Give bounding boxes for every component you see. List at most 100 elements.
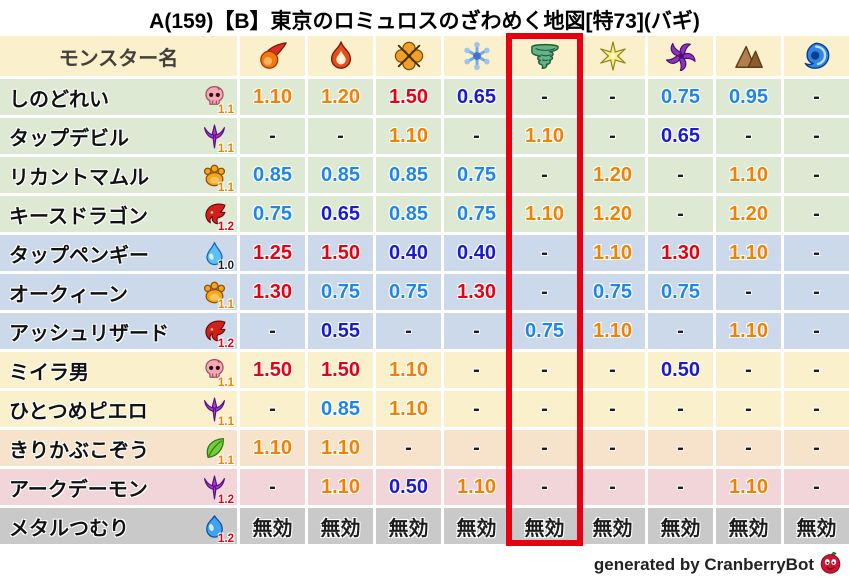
monster-row-タップデビル: タップデビル 1.1 — [0, 118, 237, 155]
dragon-icon: 1.2 — [202, 202, 234, 233]
resistance-value: 無効 — [240, 508, 305, 544]
resistance-value: 0.55 — [308, 313, 373, 349]
resistance-value: - — [512, 352, 577, 388]
damage-modifier: 1.1 — [218, 181, 234, 194]
dragon-icon: 1.2 — [202, 319, 234, 350]
damage-modifier: 1.1 — [218, 376, 234, 389]
resistance-value: - — [784, 157, 849, 193]
resistance-value: 1.30 — [444, 274, 509, 310]
damage-modifier: 1.2 — [218, 220, 234, 233]
resistance-value: - — [784, 469, 849, 505]
monster-row-アッシュリザード: アッシュリザード 1.2 — [0, 313, 237, 350]
resistance-value: - — [648, 196, 713, 232]
wave-icon — [802, 41, 832, 71]
resistance-value: 1.50 — [376, 79, 441, 115]
paw-icon: 1.1 — [202, 280, 234, 311]
damage-modifier: 1.1 — [218, 142, 234, 155]
resistance-value: 1.10 — [376, 391, 441, 427]
monster-name-column-header: モンスター名 — [0, 36, 237, 76]
trident-icon: 1.1 — [202, 396, 234, 428]
resistance-value: 1.10 — [512, 118, 577, 154]
resistance-value: 1.30 — [240, 274, 305, 310]
resistance-value: 1.10 — [580, 313, 645, 349]
tornado-icon — [530, 41, 560, 71]
cranberry-icon — [819, 551, 842, 579]
resistance-value: 1.20 — [580, 196, 645, 232]
resistance-value: 0.75 — [240, 196, 305, 232]
resistance-value: - — [784, 352, 849, 388]
resistance-value: - — [444, 352, 509, 388]
monster-row-ひとつめピエロ: ひとつめピエロ 1.1 — [0, 391, 237, 428]
resistance-value: 1.10 — [716, 469, 781, 505]
resistance-value: - — [444, 313, 509, 349]
resistance-value: - — [512, 274, 577, 310]
resistance-value: - — [580, 352, 645, 388]
snowflake-icon — [462, 41, 492, 71]
monster-name: タップデビル — [9, 127, 129, 150]
resistance-value: 無効 — [784, 508, 849, 544]
resistance-value: 0.75 — [648, 274, 713, 310]
element-header-pinwheel-icon — [648, 36, 713, 76]
monster-row-キースドラゴン: キースドラゴン 1.2 — [0, 196, 237, 233]
element-header-mountain-icon — [716, 36, 781, 76]
resistance-value: 無効 — [444, 508, 509, 544]
resistance-value: 1.10 — [512, 196, 577, 232]
resistance-value: - — [240, 118, 305, 154]
resistance-value: - — [240, 313, 305, 349]
resistance-value: - — [648, 430, 713, 466]
resistance-value: 1.10 — [716, 313, 781, 349]
resistance-value: - — [512, 235, 577, 271]
resistance-value: - — [376, 313, 441, 349]
monster-row-タップペンギー: タップペンギー 1.0 — [0, 235, 237, 272]
resistance-value: 0.75 — [444, 196, 509, 232]
mountain-icon — [734, 41, 764, 71]
droplet-icon: 1.0 — [202, 241, 234, 272]
resistance-value: 0.75 — [580, 274, 645, 310]
resistance-value: - — [512, 469, 577, 505]
monster-name: メタルつむり — [9, 517, 129, 540]
resistance-value: 1.50 — [308, 352, 373, 388]
element-header-wave-icon — [784, 36, 849, 76]
damage-modifier: 1.0 — [218, 259, 234, 272]
monster-name: ひとつめピエロ — [9, 400, 148, 423]
damage-modifier: 1.2 — [218, 532, 234, 545]
resistance-value: - — [716, 274, 781, 310]
resistance-value: 1.50 — [308, 235, 373, 271]
resistance-value: 1.25 — [240, 235, 305, 271]
trident-icon: 1.2 — [202, 474, 234, 506]
monster-name: きりかぶこぞう — [9, 439, 149, 462]
resistance-value: 0.50 — [648, 352, 713, 388]
fireball-icon — [258, 41, 288, 71]
resistance-value: 1.50 — [240, 352, 305, 388]
monster-name: アークデーモン — [9, 478, 148, 501]
resistance-value: - — [784, 235, 849, 271]
resistance-value: 1.10 — [716, 157, 781, 193]
resistance-value: 1.10 — [716, 235, 781, 271]
resistance-value: 無効 — [512, 508, 577, 544]
resistance-value: - — [580, 391, 645, 427]
resistance-value: - — [444, 118, 509, 154]
resistance-value: 1.10 — [376, 118, 441, 154]
monster-row-リカントマムル: リカントマムル 1.1 — [0, 157, 237, 194]
resistance-value: - — [240, 469, 305, 505]
resistance-value: - — [784, 274, 849, 310]
resistance-value: 0.85 — [376, 157, 441, 193]
explosion-icon — [394, 41, 424, 71]
resistance-value: - — [240, 391, 305, 427]
resistance-value: 1.10 — [580, 235, 645, 271]
resistance-value: 1.10 — [308, 430, 373, 466]
resistance-value: 0.85 — [240, 157, 305, 193]
resistance-value: - — [512, 157, 577, 193]
damage-modifier: 1.1 — [218, 103, 234, 116]
monster-name: キースドラゴン — [9, 205, 148, 228]
monster-name: ミイラ男 — [9, 361, 89, 384]
resistance-value: 1.20 — [308, 79, 373, 115]
resistance-value: 0.85 — [376, 196, 441, 232]
slime-icon: 1.2 — [202, 514, 234, 545]
page-title: A(159)【B】東京のロミュロスのざわめく地図[特73](バギ) — [149, 10, 700, 33]
leaf-icon: 1.1 — [202, 436, 234, 467]
credit-text: generated by CranberryBot — [593, 555, 814, 574]
resistance-value: 0.50 — [376, 469, 441, 505]
damage-modifier: 1.1 — [218, 454, 234, 467]
